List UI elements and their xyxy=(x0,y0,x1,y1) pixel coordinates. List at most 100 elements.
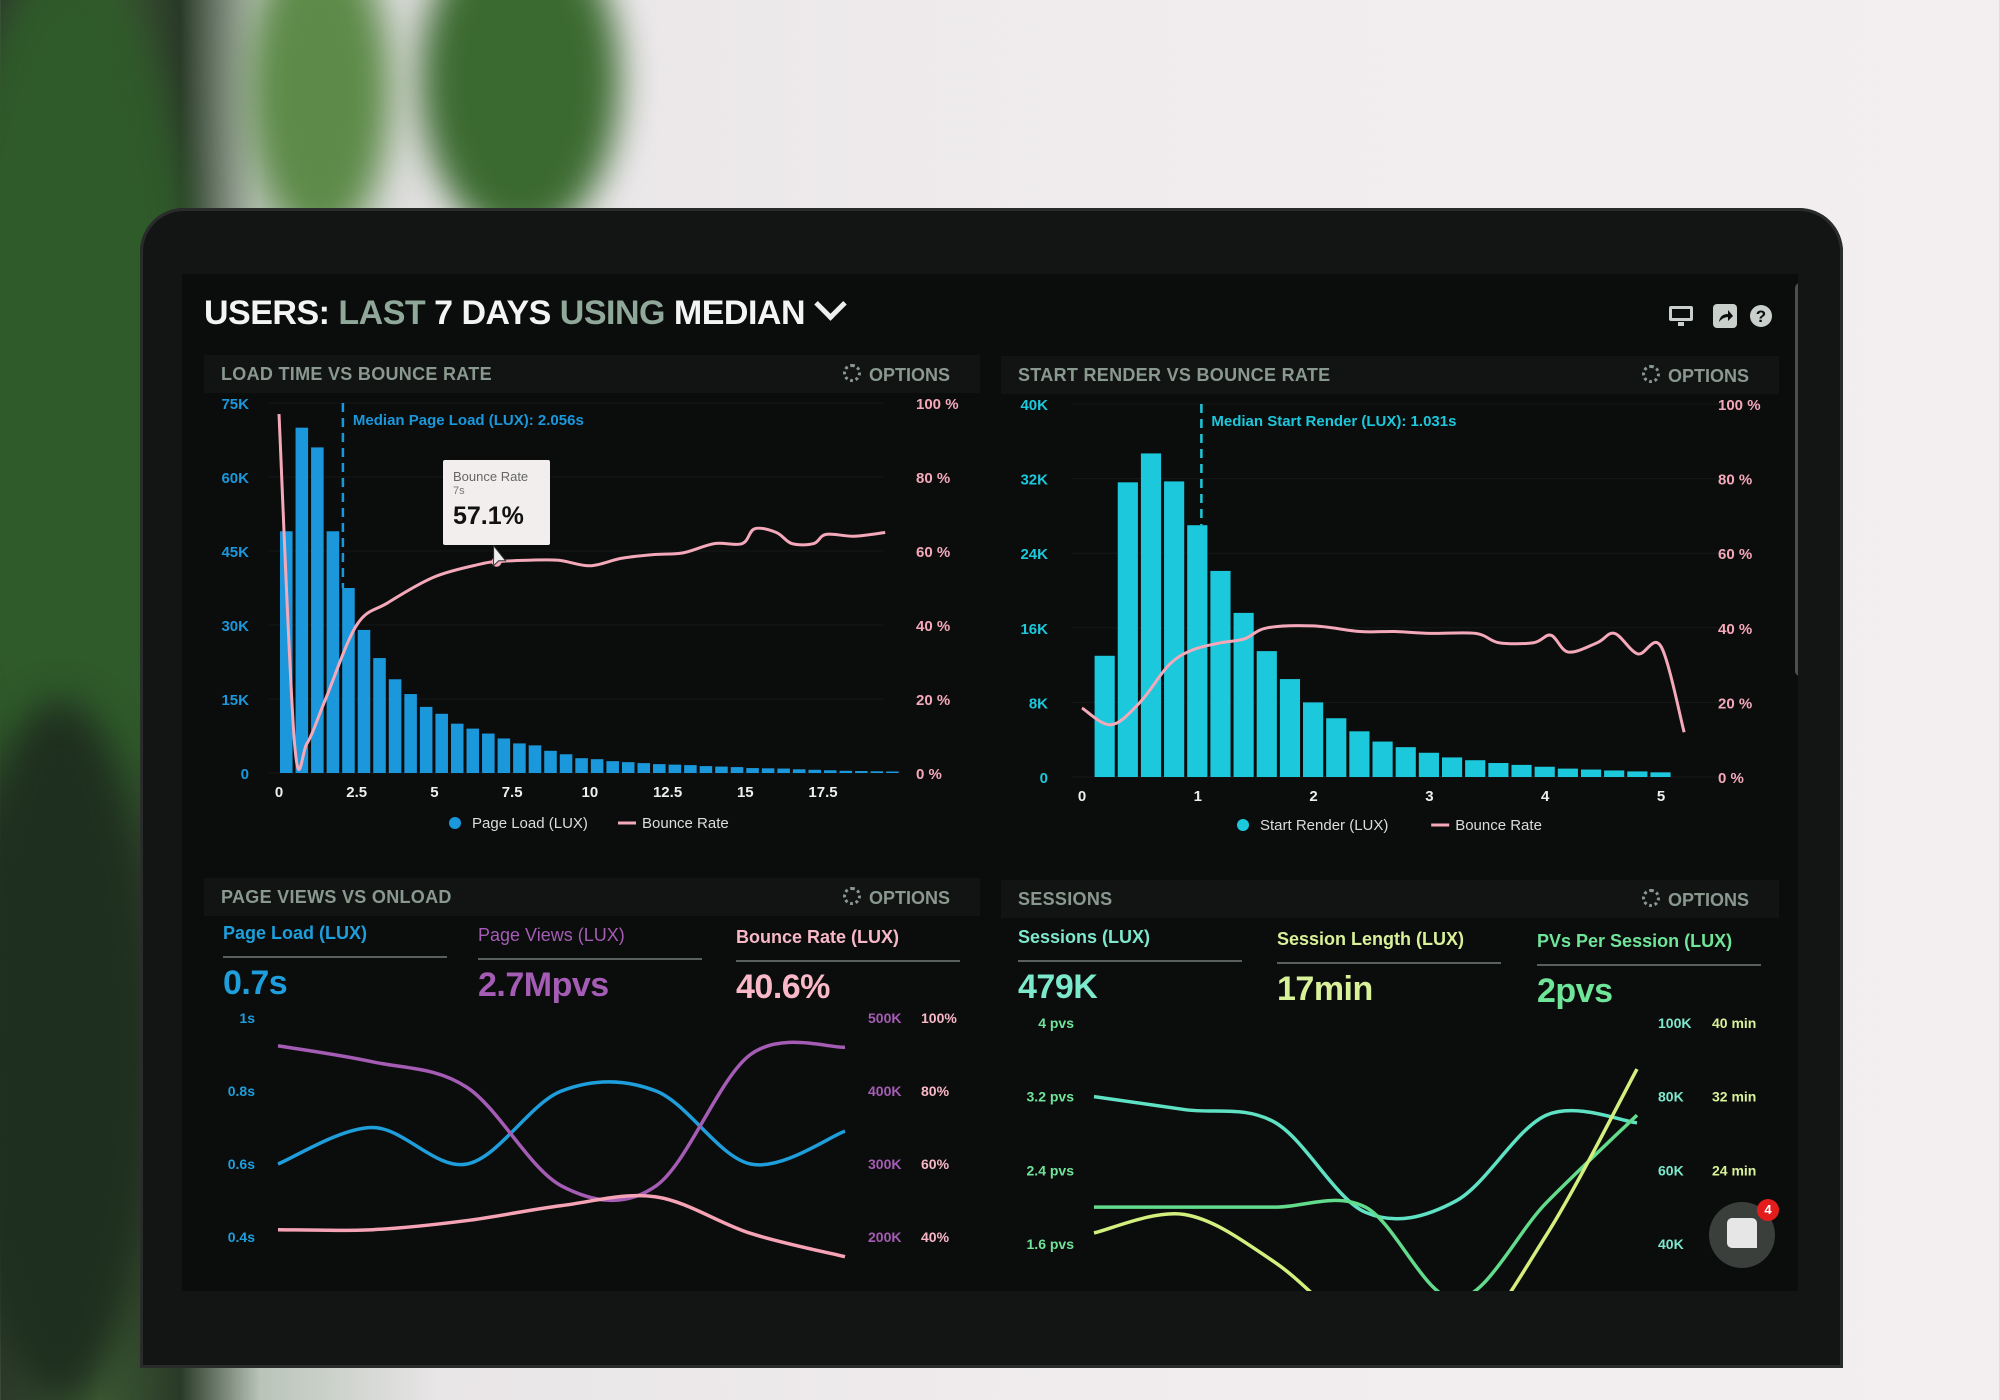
y-right-tick-label: 100% xyxy=(921,1010,957,1026)
title-part: USERS: xyxy=(204,294,330,332)
dashboard-screen: USERS: LAST 7 DAYS USING MEDIAN ? LOAD T… xyxy=(182,274,1798,1291)
chart-start-render: 0 8K 16K 24K 32K 40K 0 % 20 % 40 % 60 % 80 % 100 % 0… xyxy=(1020,397,1760,834)
bar xyxy=(886,771,899,773)
bar xyxy=(1580,769,1602,777)
metric-divider xyxy=(1018,960,1242,962)
panel-title: START RENDER VS BOUNCE RATE xyxy=(1018,365,1331,385)
y2-tick-label: 40 % xyxy=(916,618,950,635)
plant-leaf-background xyxy=(0,700,160,1400)
bar xyxy=(1233,612,1254,777)
tooltip: Bounce Rate 7s 57.1% xyxy=(443,460,550,545)
help-icon[interactable]: ? xyxy=(1748,304,1774,328)
bar xyxy=(1164,481,1185,777)
x-tick-label: 17.5 xyxy=(808,784,837,801)
y-tick-label: 0.8s xyxy=(228,1083,255,1099)
title-part: MEDIAN xyxy=(664,294,806,332)
bar xyxy=(1326,718,1347,777)
series-line xyxy=(1093,1068,1639,1291)
panel-title: PAGE VIEWS VS ONLOAD xyxy=(221,887,452,907)
scrollbar[interactable] xyxy=(1795,283,1798,676)
tooltip-subtitle: 7s xyxy=(453,485,465,497)
y2-tick-label: 60 % xyxy=(1718,546,1752,563)
tooltip-value: 57.1% xyxy=(453,502,524,530)
x-tick-label: 0 xyxy=(275,784,283,801)
bar xyxy=(404,694,417,773)
bar xyxy=(855,771,868,773)
y-right-tick-label: 100K xyxy=(1658,1015,1691,1031)
x-tick-label: 15 xyxy=(737,784,754,801)
bar xyxy=(621,762,635,773)
y-tick-label: 2.4 pvs xyxy=(1027,1162,1075,1178)
panel-header-start-render: START RENDER VS BOUNCE RATE OPTIONS xyxy=(1001,356,1779,394)
y-tick-label: 32K xyxy=(1020,472,1048,489)
bar xyxy=(1557,768,1578,777)
bar xyxy=(373,658,386,773)
bar xyxy=(1418,752,1439,777)
bar xyxy=(528,745,542,773)
chart-page-views: 1s 0.8s 0.6s 0.4s 500K 400K 300K 200K 100% 80% 60%… xyxy=(228,1010,957,1259)
x-tick-label: 0 xyxy=(1078,788,1086,805)
y-right-tick-label: 60% xyxy=(921,1156,950,1172)
bar xyxy=(559,754,573,773)
bar xyxy=(1187,525,1208,777)
bar xyxy=(1094,655,1115,777)
legend-dot xyxy=(1237,819,1249,831)
options-label: OPTIONS xyxy=(1667,890,1749,910)
y-tick-label: 16K xyxy=(1020,621,1048,638)
bar xyxy=(575,758,588,773)
metric-label: Page Load (LUX) xyxy=(223,923,368,943)
bar xyxy=(466,728,480,773)
y2-tick-label: 20 % xyxy=(916,692,950,709)
options-label: OPTIONS xyxy=(868,365,950,385)
panel-header-sessions: SESSIONS OPTIONS xyxy=(1001,880,1779,918)
bar xyxy=(590,759,604,773)
bar xyxy=(637,763,651,773)
bar xyxy=(513,743,526,773)
metric-value: 479K xyxy=(1018,968,1098,1006)
y2-tick-label: 80 % xyxy=(916,470,950,487)
y2-tick-label: 100 % xyxy=(916,396,959,413)
y-right-tick-label: 24 min xyxy=(1712,1162,1756,1178)
series-line xyxy=(277,1040,846,1203)
options-button[interactable]: OPTIONS xyxy=(1641,365,1749,387)
metric-label: Sessions (LUX) xyxy=(1018,927,1151,947)
metric-value: 17min xyxy=(1277,970,1373,1008)
bar xyxy=(497,738,511,773)
x-tick-label: 5 xyxy=(1657,788,1665,805)
y2-tick-label: 0 % xyxy=(916,766,942,783)
bar xyxy=(388,679,402,773)
y-right-tick-label: 200K xyxy=(868,1229,901,1245)
monitor-icon[interactable] xyxy=(1668,304,1694,328)
bar xyxy=(311,447,324,773)
bar xyxy=(730,767,744,773)
page-title[interactable]: USERS: LAST 7 DAYS USING MEDIAN xyxy=(204,288,847,333)
cursor-icon xyxy=(493,544,507,567)
y2-tick-label: 100 % xyxy=(1718,397,1761,414)
y2-tick-label: 20 % xyxy=(1718,695,1752,712)
chart-load-time: 0 15K 30K 45K 60K 75K 0 % 20 % 40 % 60 % 80 % 100 %… xyxy=(221,396,958,832)
options-button[interactable]: OPTIONS xyxy=(842,887,950,909)
options-button[interactable]: OPTIONS xyxy=(1641,889,1749,911)
panel-title: SESSIONS xyxy=(1018,889,1113,909)
y-tick-label: 8K xyxy=(1029,695,1048,712)
options-button[interactable]: OPTIONS xyxy=(842,364,950,386)
metric-label: Page Views (LUX) xyxy=(478,925,625,945)
share-icon[interactable] xyxy=(1712,304,1738,328)
y-tick-label: 4 pvs xyxy=(1038,1015,1074,1031)
title-part: 7 DAYS xyxy=(425,294,551,332)
panel-header-load-time: LOAD TIME VS BOUNCE RATE OPTIONS xyxy=(204,355,980,393)
bar xyxy=(1349,731,1370,777)
tooltip-title: Bounce Rate xyxy=(453,469,529,484)
bar xyxy=(1140,453,1162,777)
bar xyxy=(1395,747,1416,777)
legend-label: Bounce Rate xyxy=(1455,817,1542,834)
title-part: LAST xyxy=(329,294,426,332)
y-right-tick-label: 80K xyxy=(1658,1089,1684,1105)
options-label: OPTIONS xyxy=(868,888,950,908)
plant-leaf-background xyxy=(250,0,390,240)
bar xyxy=(1117,482,1138,777)
series-line xyxy=(1094,1113,1639,1291)
bar xyxy=(668,764,682,773)
y-right-tick-label: 60K xyxy=(1658,1162,1684,1178)
options-label: OPTIONS xyxy=(1667,366,1749,386)
